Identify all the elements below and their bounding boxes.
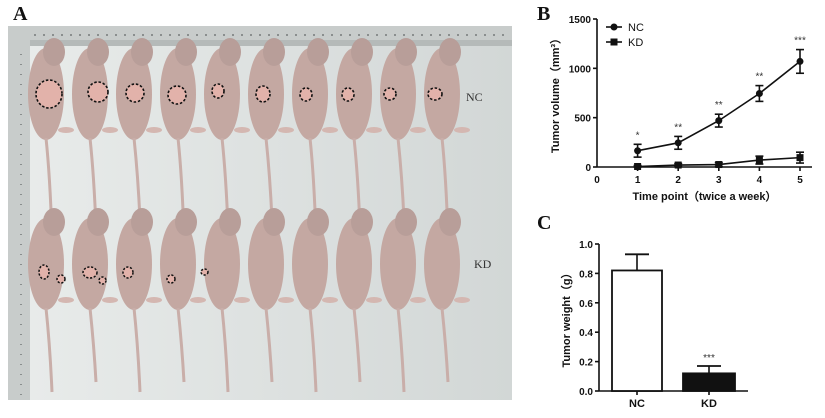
svg-text:Time point（twice a week）: Time point（twice a week） [632,190,776,203]
svg-text:**: ** [674,122,682,133]
svg-text:1.0: 1.0 [579,240,593,251]
svg-text:Tumor weight（g）: Tumor weight（g） [560,267,573,367]
svg-text:KD: KD [701,398,717,410]
svg-text:0.0: 0.0 [579,387,593,398]
svg-text:3: 3 [716,175,722,186]
svg-text:Tumor volume（mm³）: Tumor volume（mm³） [549,33,562,153]
svg-text:0.8: 0.8 [579,269,593,280]
svg-text:0.2: 0.2 [579,358,593,369]
svg-text:NC: NC [629,398,645,410]
svg-text:500: 500 [574,114,591,125]
svg-text:KD: KD [628,37,643,49]
tumor-volume-line-chart: 0 500 1000 1500 0 1 2 3 4 5 Time point（twice a wee… [530,0,825,210]
svg-text:**: ** [756,72,764,83]
line-chart-svg: 0 500 1000 1500 0 1 2 3 4 5 Time point（twice a wee… [549,15,812,203]
svg-text:4: 4 [757,175,763,186]
panel-a-letter: A [13,3,28,25]
svg-text:0.6: 0.6 [579,299,593,310]
svg-text:5: 5 [797,175,803,186]
svg-text:1000: 1000 [569,64,592,75]
svg-text:0.4: 0.4 [579,328,593,339]
svg-text:0: 0 [594,175,600,186]
mice-photo-illustration [8,26,512,400]
mice-photograph [8,26,512,400]
panel-c-letter: C [537,212,552,234]
group-label-nc: NC [466,90,483,104]
svg-text:0: 0 [585,163,591,174]
group-label-kd: KD [474,257,492,271]
svg-text:1: 1 [635,175,641,186]
bar-chart-svg: 0.0 0.2 0.4 0.6 0.8 1.0 Tumor weight（g） NC KD *** [560,240,748,410]
svg-text:**: ** [715,100,723,111]
svg-text:***: *** [794,36,806,47]
svg-text:*: * [636,130,640,141]
svg-text:***: *** [703,353,715,364]
panel-b-letter: B [537,3,551,25]
svg-text:NC: NC [628,22,644,34]
tumor-weight-bar-chart: 0.0 0.2 0.4 0.6 0.8 1.0 Tumor weight（g） NC KD *** [530,210,825,413]
svg-text:1500: 1500 [569,15,592,26]
svg-text:2: 2 [675,175,681,186]
